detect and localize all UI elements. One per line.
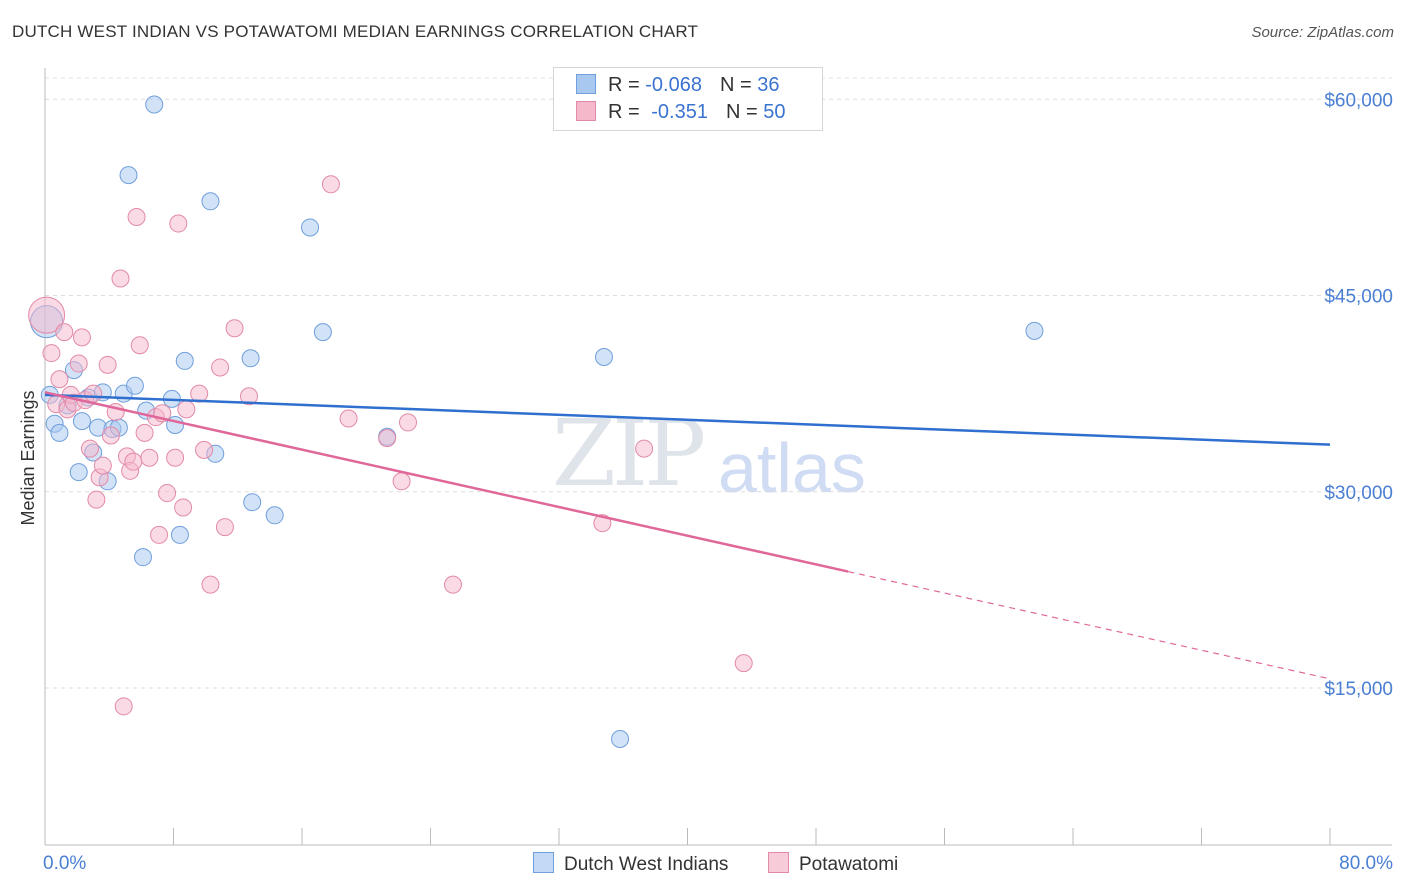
y-axis-title: Median Earnings	[18, 390, 38, 525]
legend-swatch-dutch	[576, 74, 596, 94]
r-label: R =	[608, 74, 646, 96]
potawatomi-point	[169, 214, 188, 233]
legend-swatch-potawatomi	[576, 101, 596, 121]
n-value-potawatomi: 50	[763, 101, 786, 123]
potawatomi-point	[101, 426, 120, 445]
potawatomi-point	[734, 654, 753, 673]
y-tick-label: $30,000	[1324, 483, 1393, 504]
potawatomi-point	[72, 328, 91, 347]
legend-item-dutch[interactable]: Dutch West Indians	[533, 852, 728, 876]
grid-lines	[45, 77, 1392, 689]
x-tick-label-max: 80.0%	[1339, 853, 1393, 874]
potawatomi-point	[177, 400, 196, 419]
correlation-legend: R = -0.068 N = 36 R = -0.351 N = 50	[553, 67, 823, 131]
y-tick-label: $15,000	[1324, 679, 1393, 700]
dutch-west-indians-trend-line	[44, 393, 1331, 446]
dutch-west-indians-point	[69, 463, 88, 482]
legend-label-potawatomi: Potawatomi	[799, 854, 899, 875]
potawatomi-point	[174, 498, 193, 517]
legend-row-potawatomi: R = -0.351 N = 50	[576, 101, 785, 127]
dutch-west-indians-point	[243, 493, 262, 512]
dutch-west-indians-point	[1025, 321, 1044, 340]
dutch-west-indians-point	[301, 218, 320, 237]
axes	[44, 68, 1392, 846]
potawatomi-point	[211, 358, 230, 377]
legend-swatch-dutch	[533, 852, 554, 873]
dutch-west-indians-point	[119, 166, 138, 185]
potawatomi-point	[195, 440, 214, 459]
legend-row-dutch: R = -0.068 N = 36	[576, 74, 779, 100]
dutch-west-indians-point	[125, 376, 144, 395]
n-label: N =	[719, 74, 758, 96]
dutch-west-indians-point	[170, 525, 189, 544]
y-tick-label: $60,000	[1324, 90, 1393, 111]
trend-lines	[44, 391, 1331, 680]
potawatomi-point	[135, 423, 154, 442]
dutch-west-indians-point	[594, 347, 613, 366]
potawatomi-point	[55, 323, 74, 342]
r-label: R =	[608, 101, 646, 123]
potawatomi-point	[80, 439, 99, 458]
dutch-west-indians-point	[175, 351, 194, 370]
potawatomi-point	[127, 208, 146, 226]
dutch-west-indians-point	[201, 192, 220, 211]
r-value-potawatomi: -0.351	[651, 101, 708, 123]
potawatomi-point	[28, 296, 66, 334]
legend-swatch-potawatomi	[768, 852, 789, 873]
potawatomi-trend-line	[44, 391, 849, 573]
y-tick-label: $45,000	[1324, 287, 1393, 308]
potawatomi-point	[215, 518, 234, 537]
potawatomi-point	[166, 448, 185, 467]
legend-item-potawatomi[interactable]: Potawatomi	[768, 852, 898, 876]
dutch-west-indians-point	[133, 548, 152, 567]
potawatomi-point	[140, 448, 159, 467]
dutch-west-indians-point	[145, 95, 164, 114]
potawatomi-points	[28, 175, 753, 716]
watermark-atlas: atlas	[718, 429, 866, 507]
n-value-dutch: 36	[757, 74, 780, 96]
chart-title: DUTCH WEST INDIAN VS POTAWATOMI MEDIAN E…	[12, 22, 699, 41]
potawatomi-point	[378, 429, 397, 448]
potawatomi-point	[124, 452, 143, 471]
potawatomi-point	[111, 269, 130, 288]
dutch-west-indians-point	[611, 730, 630, 749]
potawatomi-point	[98, 355, 117, 374]
x-axis-tick-labels: 0.0% 80.0%	[43, 853, 1393, 874]
x-tick-label-min: 0.0%	[43, 853, 86, 874]
potawatomi-trend-extension	[847, 570, 1331, 680]
potawatomi-point	[84, 384, 103, 403]
r-value-dutch: -0.068	[645, 74, 702, 96]
n-label: N =	[725, 101, 764, 123]
potawatomi-point	[69, 354, 88, 373]
potawatomi-point	[392, 472, 411, 491]
potawatomi-point	[443, 575, 462, 594]
source-label: Source: ZipAtlas.com	[1251, 24, 1394, 41]
legend-label-dutch: Dutch West Indians	[564, 854, 729, 875]
potawatomi-point	[239, 387, 258, 406]
potawatomi-point	[42, 344, 61, 363]
potawatomi-point	[114, 697, 133, 716]
dutch-west-indians-point	[50, 423, 69, 442]
dutch-west-indians-point	[313, 323, 332, 342]
potawatomi-point	[93, 456, 112, 475]
dutch-west-indians-point	[72, 412, 91, 431]
potawatomi-point	[321, 175, 340, 194]
potawatomi-point	[201, 575, 220, 594]
potawatomi-point	[158, 484, 177, 503]
series-legend: Dutch West Indians Potawatomi	[0, 852, 1406, 876]
dutch-west-indians-point	[265, 506, 284, 525]
dutch-west-indians-point	[241, 349, 260, 368]
potawatomi-point	[225, 319, 244, 338]
y-axis-tick-labels: $15,000 $30,000 $45,000 $60,000	[1324, 90, 1393, 700]
potawatomi-point	[339, 409, 358, 428]
potawatomi-point	[87, 490, 106, 509]
potawatomi-point	[399, 413, 418, 432]
potawatomi-point	[50, 370, 69, 389]
potawatomi-point	[150, 525, 169, 544]
potawatomi-point	[130, 336, 149, 355]
potawatomi-point	[635, 439, 654, 458]
